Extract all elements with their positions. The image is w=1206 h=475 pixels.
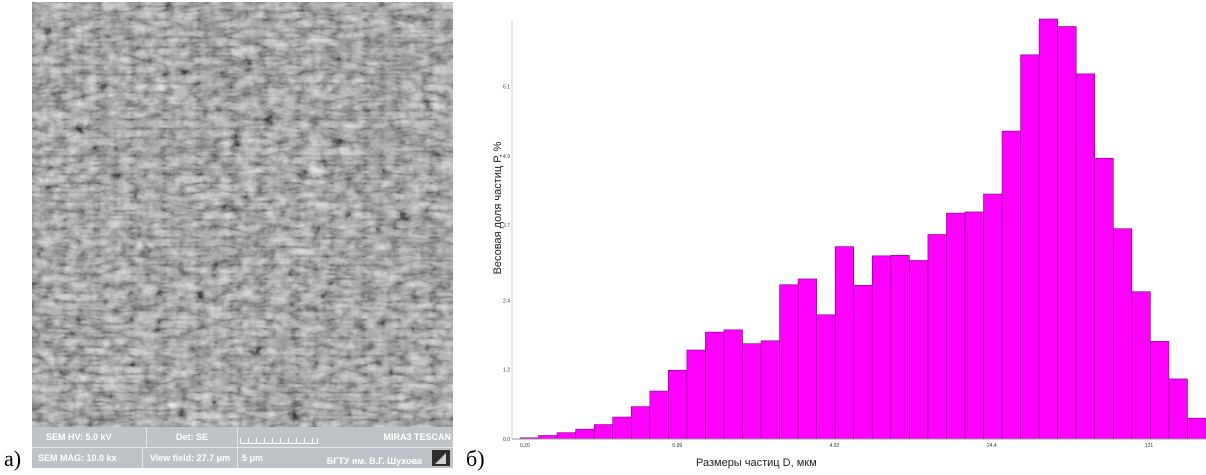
histogram-bar <box>1168 378 1188 440</box>
sem-scale-label: 5 μm <box>242 453 264 463</box>
x-axis-title: Размеры частиц D, мкм <box>696 457 817 469</box>
histogram-bar <box>575 428 595 440</box>
sem-micrograph-image <box>32 2 453 427</box>
histogram-bar <box>797 278 817 440</box>
y-axis-title-text: Весовая доля частиц Р, % <box>492 141 504 275</box>
tescan-logo-icon <box>432 450 450 466</box>
histogram-bar <box>1057 26 1077 440</box>
x-tick-label: 24.4 <box>987 443 997 449</box>
sem-institution-text: БГТУ им. В.Г. Шухова <box>326 456 422 466</box>
y-tick-label: 6.1 <box>503 85 510 91</box>
histogram-bar <box>1001 130 1021 440</box>
histogram-bar <box>779 284 799 440</box>
histogram-bar <box>649 390 669 440</box>
panel-label-b: б) <box>466 446 485 471</box>
sem-view-field-text: View field: 27.7 μm <box>143 448 238 468</box>
histogram-bar <box>723 329 743 440</box>
histogram-bar <box>816 314 836 440</box>
histogram-bar <box>686 349 706 440</box>
sem-magnification-text: SEM MAG: 10.0 kx <box>32 448 143 468</box>
histogram-svg: 0.0 1.2 2.4 3.7 4.9 6.1 0.20 0.99 4.92 24.4 121 <box>503 18 1206 449</box>
y-tick-label: 3.7 <box>503 223 510 229</box>
histogram-bar <box>612 416 632 440</box>
y-tick-label: 0.0 <box>503 437 510 443</box>
x-tick-label: 0.99 <box>672 443 682 449</box>
x-tick-label: 0.20 <box>520 443 530 449</box>
sem-micrograph-panel: SEM HV: 5.0 kV Det: SE MIRA3 TESCAN SEM … <box>32 2 453 468</box>
sem-detector-text: Det: SE <box>147 427 238 447</box>
particle-size-chart: 0.0 1.2 2.4 3.7 4.9 6.1 0.20 0.99 4.92 24.4 121 В… <box>482 0 1206 475</box>
histogram-bar <box>927 234 947 440</box>
y-tick-label: 1.2 <box>503 368 510 374</box>
histogram-bar <box>834 246 855 440</box>
histogram-bar <box>668 369 688 440</box>
histogram-bar <box>871 255 892 440</box>
panel-label-a: а) <box>4 446 22 471</box>
histogram-bar <box>1187 417 1206 440</box>
histogram-bar <box>760 340 780 440</box>
sem-scale-bar <box>240 431 318 444</box>
histogram-bar <box>742 343 762 440</box>
histogram-bar <box>909 260 929 440</box>
histogram-bar <box>946 212 966 440</box>
histogram-bar <box>853 285 873 440</box>
histogram-bar <box>705 331 725 440</box>
histogram-bar <box>1094 157 1114 440</box>
histogram-bar <box>1075 73 1096 440</box>
histogram-bar <box>1131 291 1151 440</box>
histogram-bar <box>1112 228 1133 440</box>
histogram-bar <box>890 254 910 440</box>
histogram-bar <box>983 193 1003 440</box>
histogram-bar <box>964 211 984 440</box>
histogram-bar <box>1150 341 1170 440</box>
histogram-bar <box>593 424 614 440</box>
histogram-bar <box>1020 54 1040 440</box>
histogram-bar <box>538 435 558 440</box>
histogram-bar <box>630 406 651 440</box>
x-tick-label: 4.92 <box>830 443 840 449</box>
x-tick-label: 121 <box>1145 443 1154 449</box>
sem-info-bar: SEM HV: 5.0 kV Det: SE MIRA3 TESCAN SEM … <box>32 427 453 468</box>
histogram-bar <box>556 432 576 440</box>
sem-brand-text: MIRA3 TESCAN <box>383 432 451 442</box>
histogram-bar <box>1038 18 1058 440</box>
sem-hv-text: SEM HV: 5.0 kV <box>32 427 147 447</box>
y-tick-label: 4.9 <box>503 154 510 160</box>
y-tick-label: 2.4 <box>503 298 510 304</box>
